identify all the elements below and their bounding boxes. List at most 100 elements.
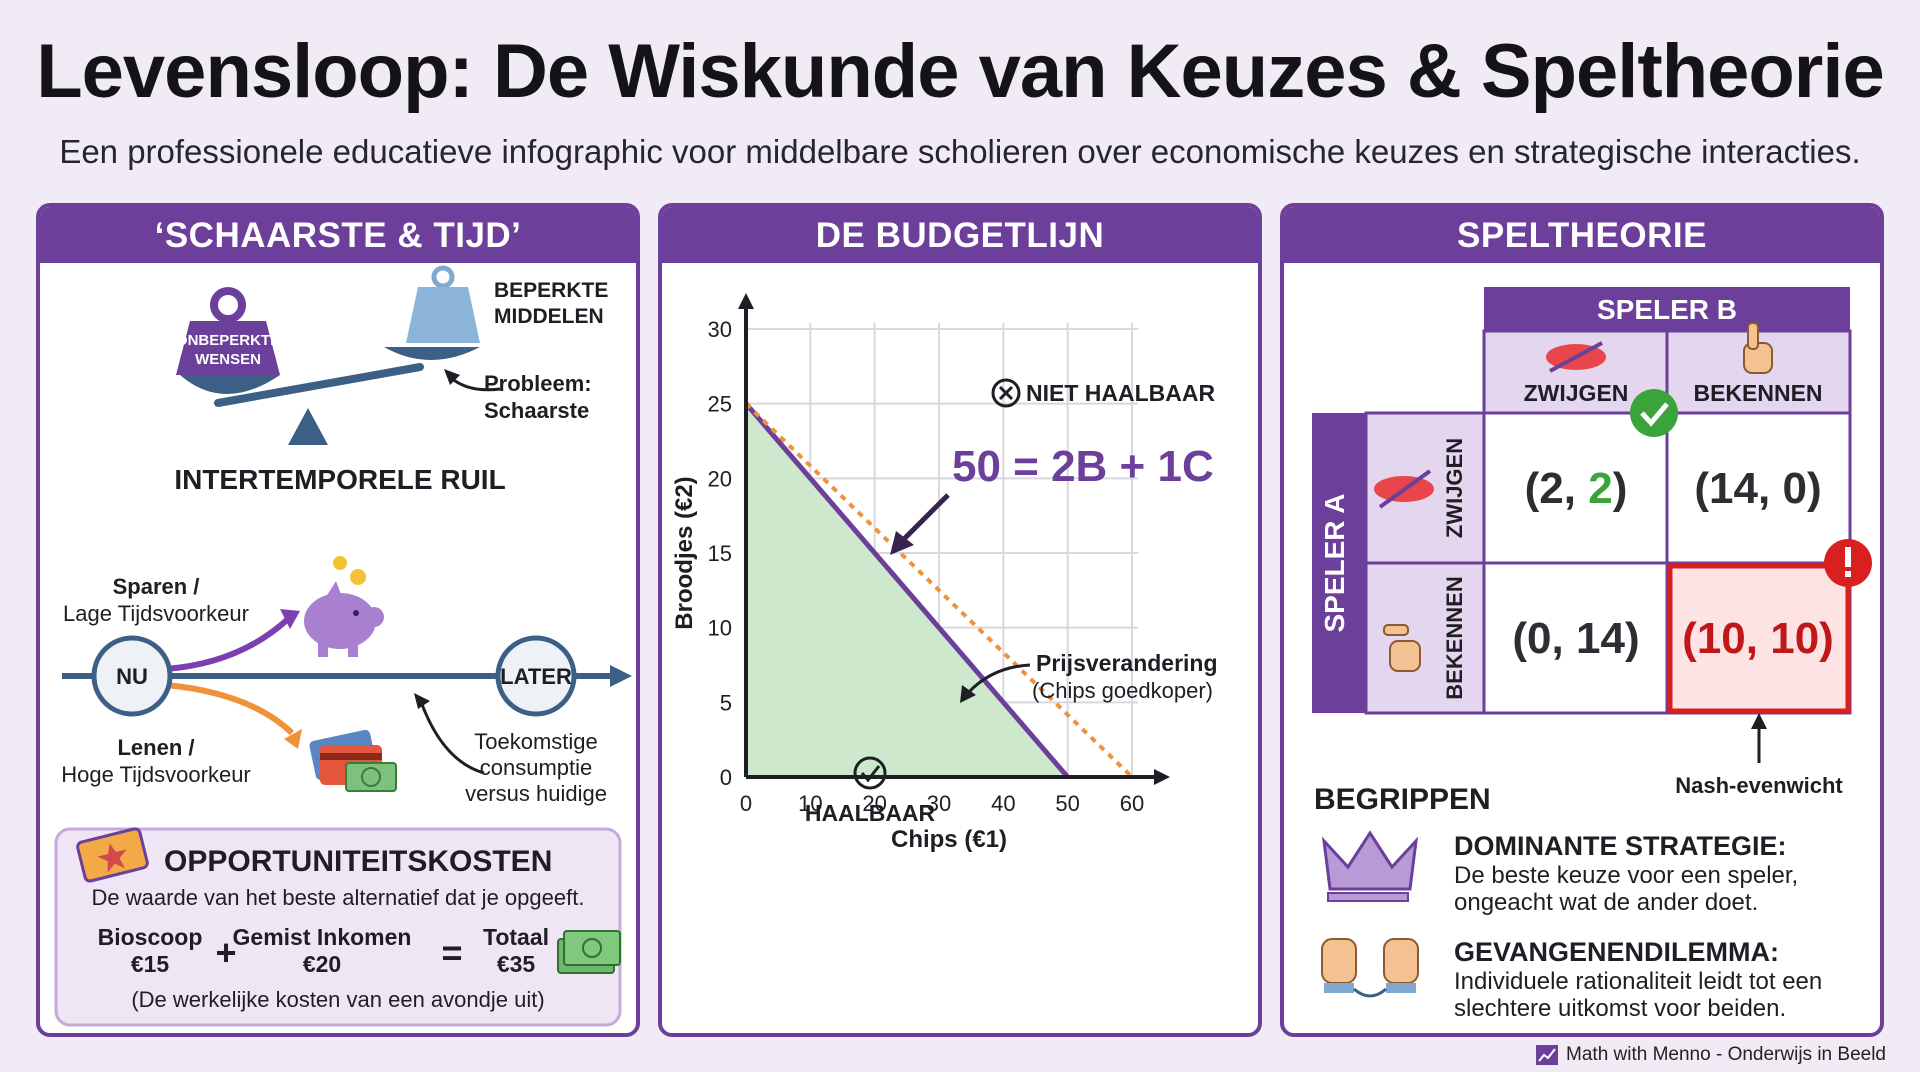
oc-description: De waarde van het beste alternatief dat … [92,885,585,910]
cash-icon [345,762,397,792]
panel-scarcity-time: ‘SCHAARSTE & TIJD’ ONBEPERKTE WENSEN BEPE… [36,203,640,1037]
x-axis-arrow-icon [1154,769,1170,785]
player-a-label: SPELER A [1319,494,1350,633]
later-label: LATER [500,664,572,689]
nash-label: Nash-evenwicht [1675,773,1843,798]
small-weight-icon [406,265,480,343]
price-change-label-1: Prijsverandering [1036,650,1218,676]
cross-circle-icon [991,378,1021,408]
cash-stack-icon [557,930,621,974]
problem-label-2: Schaarste [484,398,589,423]
page-title: Levensloop: De Wiskunde van Keuzes & Spe… [36,29,1885,114]
dominant-strategy-line-2: ongeacht wat de ander doet. [1454,889,1758,916]
pointing-hand-icon [1743,322,1773,374]
footer-credit: Math with Menno - Onderwijs in Beeld [1536,1044,1886,1066]
player-b-label: SPELER B [1597,294,1737,325]
scarcity-illustration: ONBEPERKTE WENSEN BEPERKTE MIDDELEN Probl… [54,265,632,1027]
y-tick-label: 10 [708,616,732,641]
infeasible-label: NIET HAALBAAR [1026,380,1215,406]
timeline-arrow-icon [610,665,632,687]
col-label-confess: BEKENNEN [1693,380,1822,406]
budget-line [744,402,1070,779]
panel-heading: ‘SCHAARSTE & TIJD’ [40,207,636,263]
feasible-label: HAALBAAR [805,800,936,826]
game-theory-illustration: SPELER B SPELER A ZWIJGEN BEKENNEN ZWIJG… [1312,287,1872,1022]
row-label-confess: BEKENNEN [1442,576,1467,699]
y-tick-label: 25 [708,392,732,417]
oc-total-label: Totaal [483,924,549,950]
x-tick-label: 0 [740,791,752,816]
oc-total-value: €35 [497,951,536,977]
future-label-3: versus huidige [465,781,607,806]
payoff-cell-silent-confess: (14, 0) [1694,464,1821,513]
check-circle-icon [853,756,887,790]
payoff-cell-silent-silent: (2, 2) [1525,464,1628,513]
price-change-arrow-icon [966,663,1031,695]
future-arrow-icon [418,698,485,775]
dominant-strategy-line-1: De beste keuze voor een speler, [1454,862,1798,889]
dominant-strategy-title: DOMINANTE STRATEGIE: [1454,831,1787,861]
x-tick-label: 10 [798,791,822,816]
concepts-title: BEGRIPPEN [1314,783,1491,816]
balance-scale-icon [180,347,480,445]
borrow-label-2: Hoge Tijdsvoorkeur [61,762,251,787]
now-node [91,635,173,717]
problem-label-1: Probleem: [484,371,592,396]
save-label-1: Sparen / [113,574,200,599]
warning-badge-icon [1824,539,1872,587]
panel-budget-line: DE BUDGETLIJN 0 10 20 30 40 50 60 0 5 10 15 20 25 30 … [658,203,1262,1037]
x-tick-label: 60 [1120,791,1144,816]
equation-arrow-icon [900,493,950,543]
budget-equation: 50 = 2B + 1C [952,442,1214,491]
price-change-label-2: (Chips goedkoper) [1032,678,1213,703]
oc-note: (De werkelijke kosten van een avondje ui… [131,987,544,1012]
oc-cinema-label: Bioscoop [98,924,203,950]
ticket-icon [76,827,149,883]
x-tick-label: 50 [1055,791,1079,816]
oc-income-label: Gemist Inkomen [233,924,412,950]
crown-icon [1321,830,1419,902]
equals-sign: = [441,932,462,973]
panel-heading: SPELTHEORIE [1284,207,1880,263]
budget-line-chart: 0 10 20 30 40 50 60 0 5 10 15 20 25 30 Chips (€1) Bro… [671,293,1218,853]
save-label-2: Lage Tijdsvoorkeur [63,601,249,626]
x-tick-label: 40 [991,791,1015,816]
oc-income-value: €20 [303,951,341,977]
prisoners-dilemma-line-2: slechtere uitkomst voor beiden. [1454,995,1786,1022]
opportunity-cost-box [54,827,622,1027]
plus-sign: + [215,932,236,973]
later-node [495,635,577,717]
borrow-arrow-icon [165,682,295,736]
prisoners-dilemma-line-1: Individuele rationaliteit leidt tot een [1454,968,1822,995]
payoff-cell-confess-confess: (10, 10) [1682,614,1834,663]
y-axis-arrow-icon [738,293,754,309]
scale-left-label: ONBEPERKTE WENSEN [176,332,280,368]
x-tick-label: 20 [862,791,886,816]
player-b-header [1484,287,1850,331]
x-tick-label: 30 [927,791,951,816]
handcuffed-hands-icon [1321,938,1419,998]
panel-heading: DE BUDGETLIJN [662,207,1258,263]
row-label-silent: ZWIJGEN [1442,438,1467,538]
silent-lips-icon [1546,341,1606,373]
payoff-cell-confess-silent: (0, 14) [1512,614,1639,663]
scale-right-label-1: BEPERKTE [494,279,608,302]
chart-logo-icon [1536,1045,1559,1065]
oc-title: OPPORTUNITEITSKOSTEN [164,845,552,878]
pointing-hand-icon [1383,624,1421,672]
y-tick-label: 5 [720,690,732,715]
y-tick-label: 0 [720,765,732,790]
now-label: NU [116,664,148,689]
scale-right-label-2: MIDDELEN [494,305,604,328]
save-arrow-icon [165,616,291,672]
piggy-bank-icon [304,556,384,657]
future-label-1: Toekomstige [474,729,598,754]
oc-cinema-value: €15 [131,951,170,977]
x-axis-label: Chips (€1) [891,826,1007,853]
y-tick-label: 15 [708,541,732,566]
y-axis-label: Broodjes (€2) [671,476,698,629]
new-budget-line [744,402,1134,779]
y-tick-label: 30 [708,317,732,342]
borrow-label-1: Lenen / [117,735,194,760]
prisoners-dilemma-title: GEVANGENENDILEMMA: [1454,937,1779,967]
